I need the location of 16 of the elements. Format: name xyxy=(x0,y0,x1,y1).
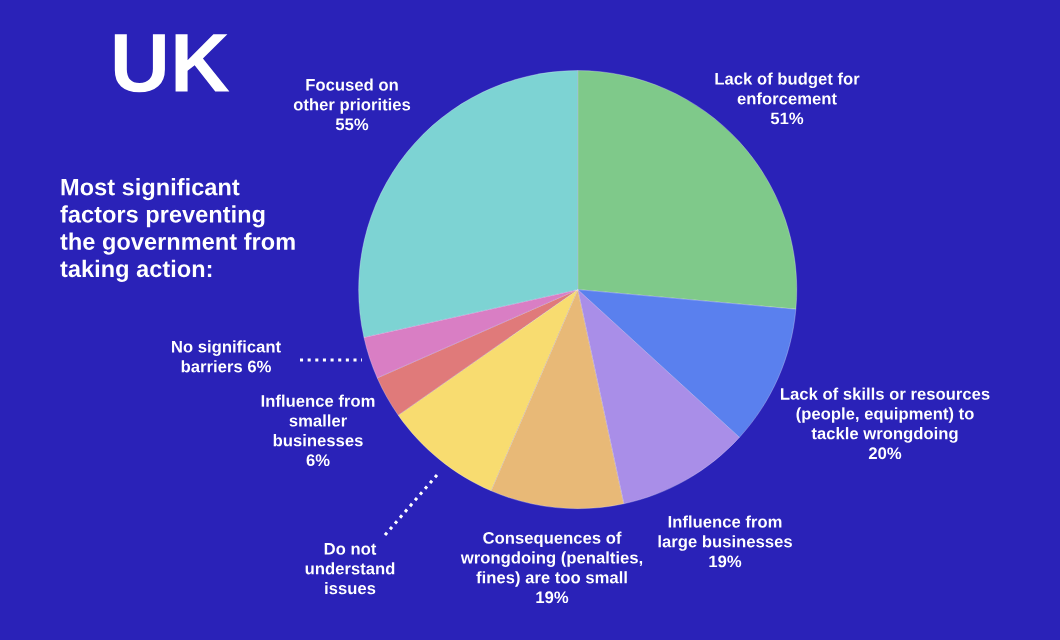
data-label: 55% xyxy=(335,118,369,131)
slice-label: Influence from large businesses xyxy=(658,515,792,551)
data-label: 19% xyxy=(709,555,742,568)
data-label: 20% xyxy=(868,447,902,460)
chart-title: UK xyxy=(114,34,230,93)
slice-label: Consequences of wrongdoing (penalties, fines) are too small xyxy=(460,531,643,587)
data-label: 6% xyxy=(306,454,330,467)
text: Most significant factors preventing the government from taking action: xyxy=(60,178,295,282)
slice-label: No significant barriers 6% xyxy=(172,340,281,373)
slice-label: Lack of skills or resources (people, equipment) to tackle wrongdoing xyxy=(780,387,990,443)
slice-label: Lack of budget for enforcement xyxy=(715,72,860,105)
slice-label: Focused on other priorities xyxy=(293,78,411,114)
data-label: 51% xyxy=(770,112,804,125)
slice-label: Do not understand issues xyxy=(305,543,395,595)
data-label: 19% xyxy=(536,591,569,604)
slice-label: Influence from smaller businesses xyxy=(261,394,375,447)
